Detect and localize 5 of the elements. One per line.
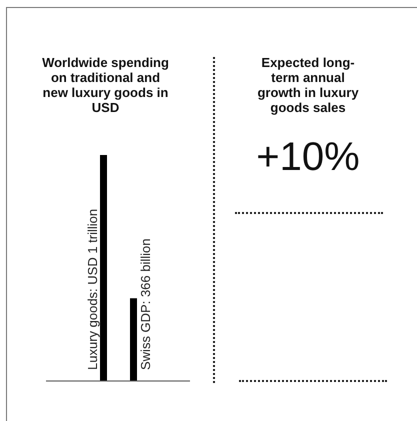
chart-title: Worldwide spending on traditional and new luxury goods in USD xyxy=(41,55,170,115)
data-label: Luxury goods: USD 1 trillion xyxy=(85,208,100,370)
data-label: Swiss GDP: 366 billion xyxy=(138,238,153,370)
text: Expected long-term annual growth in luxury goods sales xyxy=(256,55,360,115)
text: +10% xyxy=(255,135,361,180)
